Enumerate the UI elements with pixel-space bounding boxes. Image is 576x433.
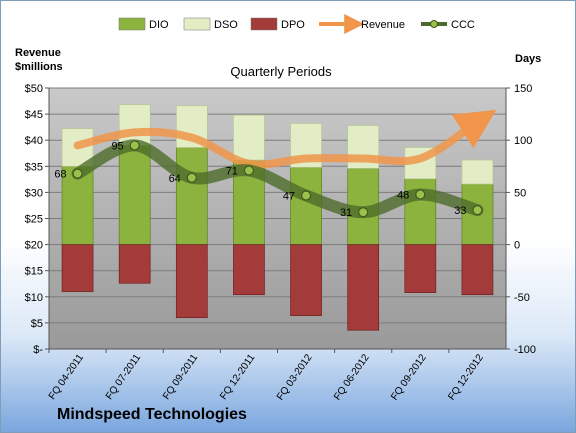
- x-tick-label: FQ 12-2012: [446, 352, 486, 402]
- ccc-point: [415, 189, 426, 200]
- legend-label: DIO: [149, 19, 169, 31]
- dpo-bar: [175, 244, 208, 319]
- x-tick-label: FQ 03-2012: [275, 352, 315, 402]
- chart-title: Quarterly Periods: [230, 64, 332, 79]
- legend-swatch-dpo: [250, 17, 278, 31]
- left-tick-label: $35: [25, 161, 43, 173]
- ccc-data-label: 71: [226, 165, 238, 177]
- left-tick-label: $-: [33, 344, 43, 356]
- dio-bar: [175, 147, 208, 245]
- left-tick-label: $40: [25, 135, 43, 147]
- dpo-bar: [404, 244, 437, 293]
- ccc-data-label: 47: [283, 191, 295, 203]
- right-tick-label: 50: [514, 187, 526, 199]
- ccc-point: [358, 207, 369, 218]
- left-tick-label: $50: [25, 83, 43, 95]
- right-tick-label: 150: [514, 83, 532, 95]
- ccc-point: [243, 165, 255, 176]
- ccc-data-label: 33: [454, 205, 466, 217]
- legend-swatch-dso: [183, 17, 211, 31]
- legend-label: CCC: [451, 19, 475, 31]
- left-tick-label: $45: [25, 109, 43, 121]
- ccc-point: [472, 205, 483, 216]
- dpo-bar: [461, 244, 494, 296]
- dso-bar: [461, 159, 494, 185]
- bars: [61, 104, 494, 331]
- x-tick-label: FQ 09-2012: [389, 352, 429, 402]
- legend-label: DSO: [214, 19, 238, 31]
- revenue-line: [73, 109, 497, 169]
- dso-bar: [118, 104, 151, 146]
- x-tick-label: FQ 04-2011: [47, 352, 86, 402]
- dpo-bar: [233, 244, 265, 296]
- ccc-data-label: 68: [54, 169, 66, 181]
- ccc-point: [300, 190, 312, 201]
- left-tick-label: $30: [25, 187, 43, 199]
- ccc-data-label: 48: [397, 189, 409, 201]
- right-tick-label: -100: [514, 344, 536, 356]
- left-tick-label: $10: [25, 292, 43, 304]
- dpo-bar: [347, 244, 380, 331]
- dpo-bar: [118, 244, 151, 284]
- right-tick-label: 100: [514, 135, 532, 147]
- legend-label: DPO: [281, 19, 305, 31]
- ccc-data-label: 95: [111, 140, 123, 152]
- legend-swatch-dio: [118, 17, 146, 31]
- legend: DIO DSO DPO Revenue CCC: [118, 14, 475, 34]
- legend-marker-ccc: [430, 20, 438, 28]
- company-name: Mindspeed Technologies: [57, 406, 247, 423]
- dpo-bar: [290, 244, 322, 316]
- x-tick-label: FQ 09-2011: [161, 352, 200, 402]
- right-axis-label: Days: [515, 53, 541, 65]
- right-tick-label: 0: [514, 240, 520, 252]
- lines: 68 95 64 71 47 31 48 33: [54, 109, 497, 219]
- ccc-point: [129, 140, 140, 151]
- dso-bar: [233, 114, 265, 161]
- x-tick-label: FQ 07-2011: [104, 352, 143, 402]
- dpo-bar: [61, 244, 94, 292]
- ccc-point: [186, 172, 197, 183]
- left-tick-label: $20: [25, 240, 43, 252]
- left-axis-label-line2: $millions: [15, 61, 63, 73]
- left-tick-label: $25: [25, 214, 43, 226]
- legend-label: Revenue: [361, 19, 405, 31]
- left-axis-label-line1: Revenue: [15, 47, 61, 59]
- x-tick-label: FQ 12-2011: [218, 352, 257, 402]
- x-tick-label: FQ 06-2012: [332, 352, 372, 402]
- ccc-point: [72, 168, 83, 179]
- ccc-data-label: 64: [169, 173, 181, 185]
- ccc-data-label: 31: [340, 207, 352, 219]
- left-tick-label: $15: [25, 266, 43, 278]
- dio-bar: [118, 145, 151, 245]
- left-tick-label: $5: [31, 318, 43, 330]
- right-tick-label: -50: [514, 292, 530, 304]
